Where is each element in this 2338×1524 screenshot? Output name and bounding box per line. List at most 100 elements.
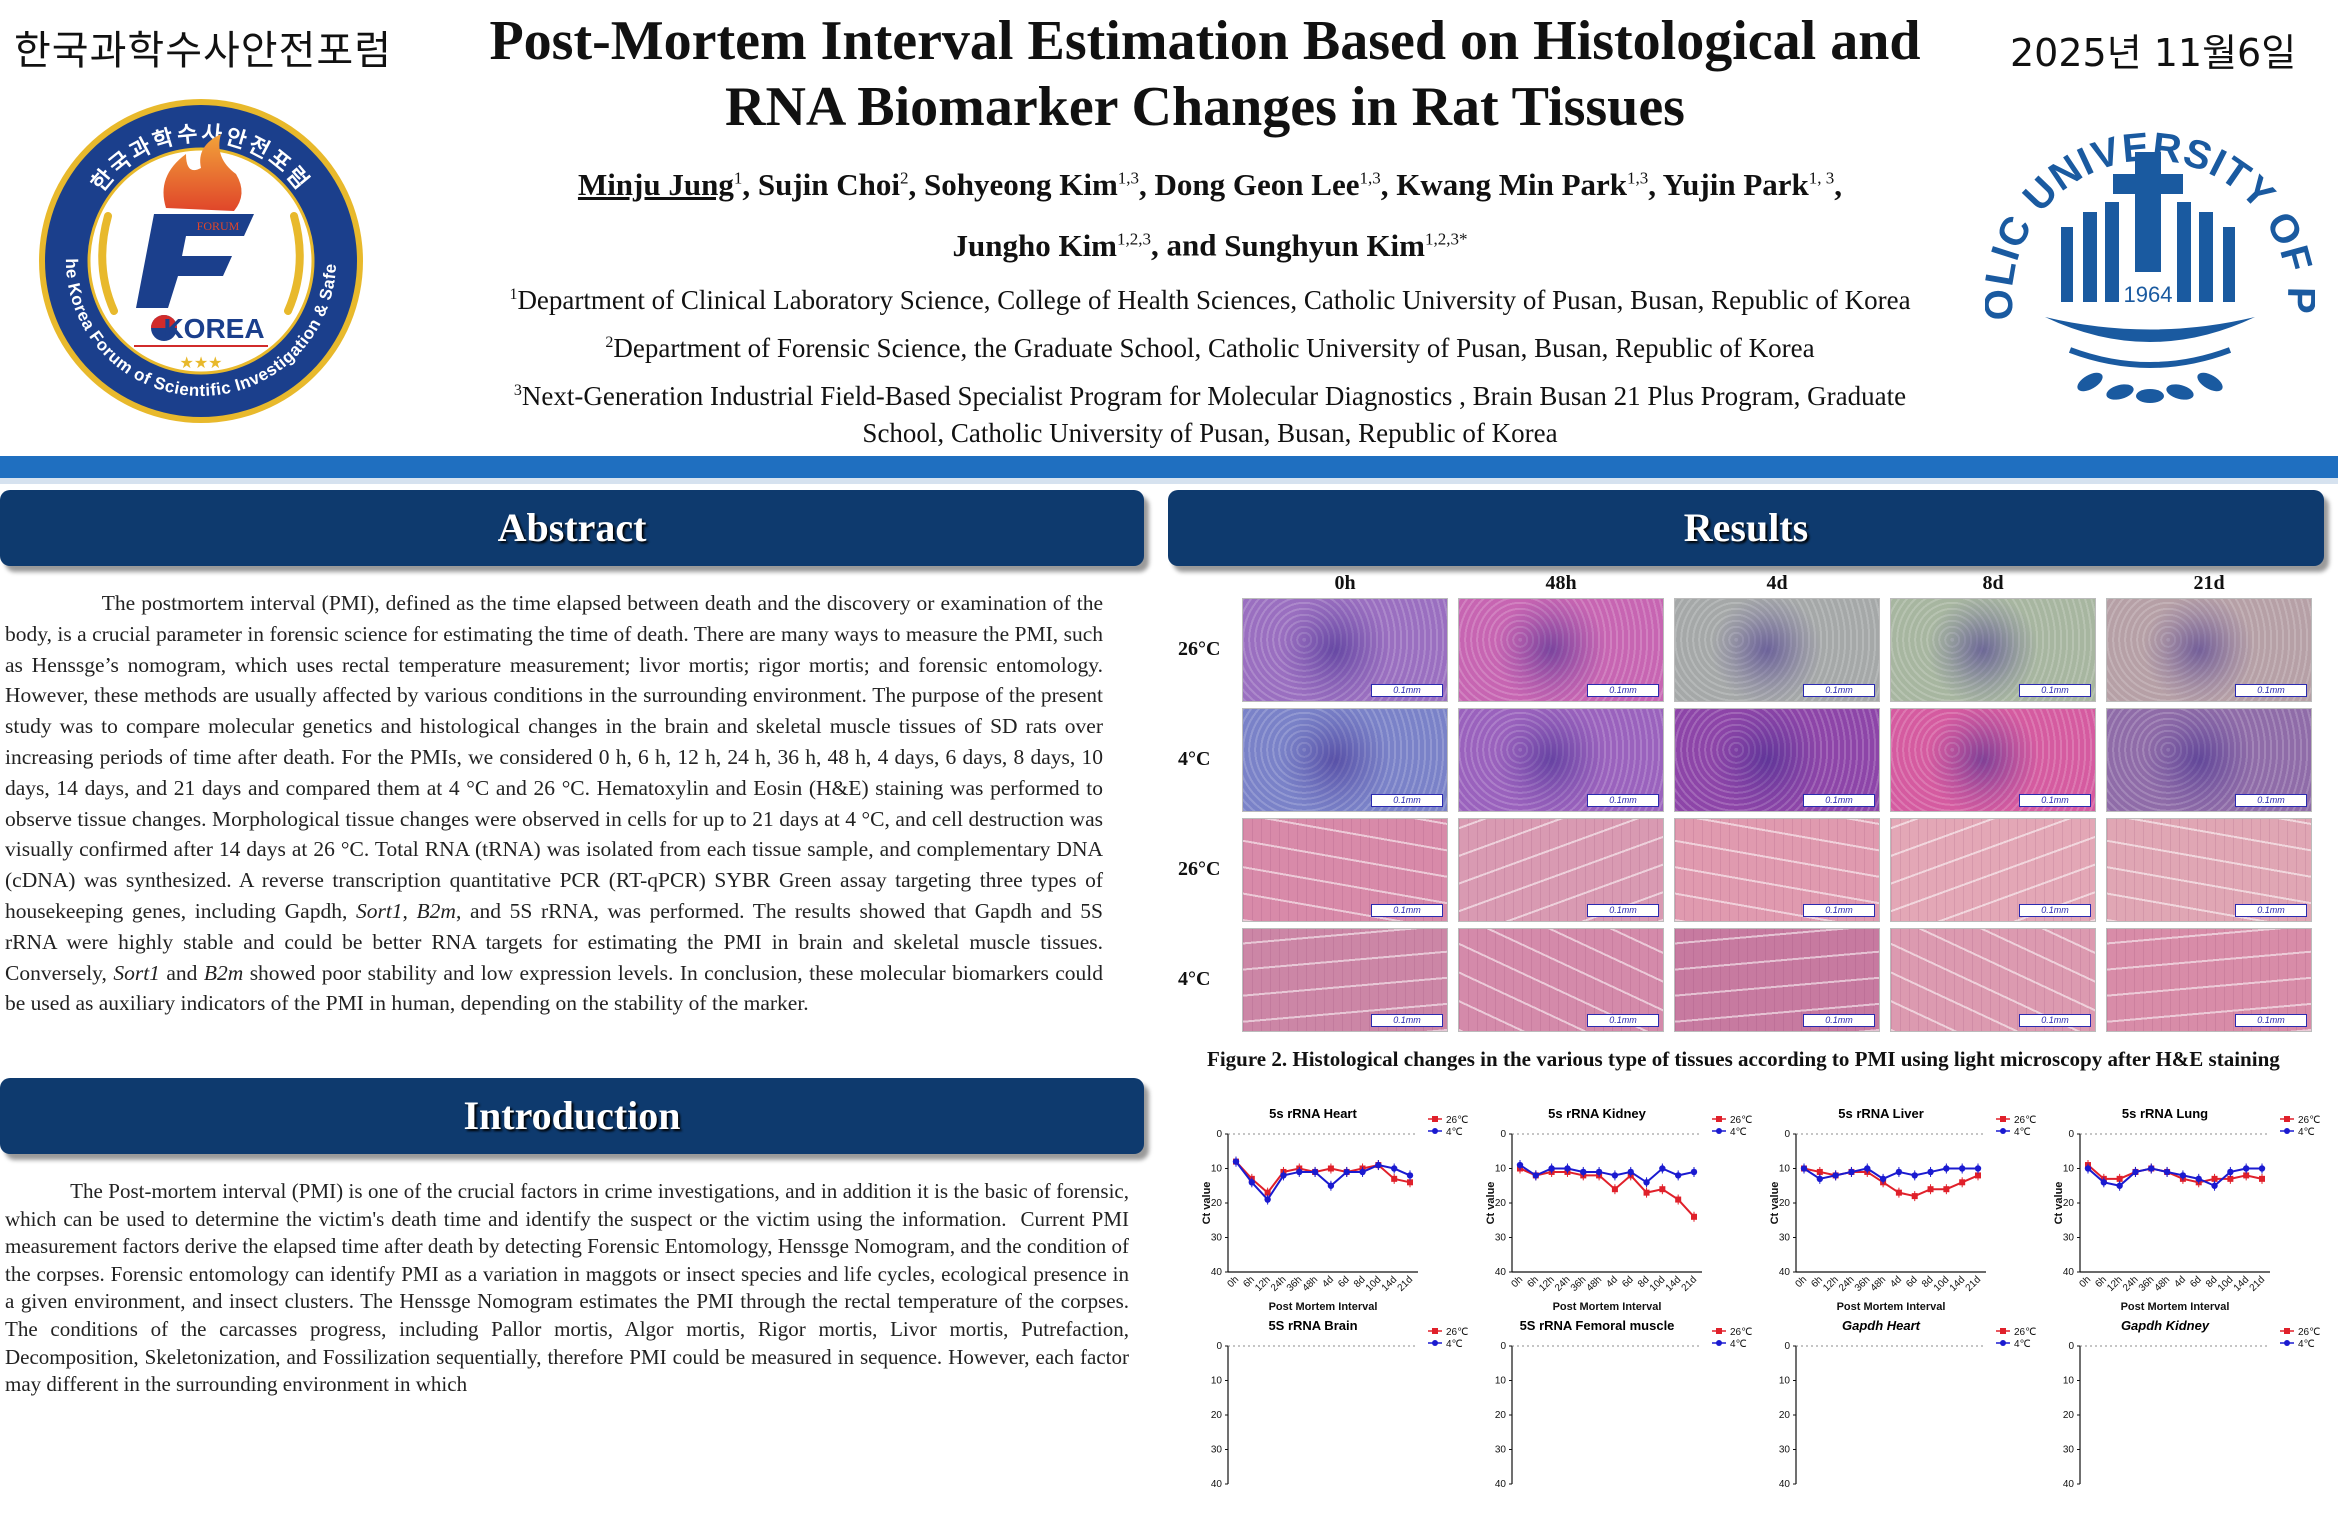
data-point <box>2227 1168 2234 1176</box>
chart-6: 5S rRNA Femoral muscle 0 10 20 30 40 26℃4℃ <box>1495 1318 1752 1490</box>
university-logo: CATHOLIC UNIVERSITY OF PUSAN 1964 <box>1970 57 2322 432</box>
histology-micrograph: 0.1mm <box>1890 598 2096 702</box>
y-tick-label: 30 <box>1495 1445 1507 1456</box>
histology-row-label: 4°C <box>1178 968 1211 990</box>
header-divider-band <box>0 456 2338 478</box>
y-tick-label: 10 <box>1495 1164 1507 1175</box>
data-point <box>1407 1179 1413 1186</box>
histology-micrograph: 0.1mm <box>1674 928 1880 1032</box>
data-point <box>2132 1168 2139 1176</box>
y-tick-label: 0 <box>1216 1341 1222 1352</box>
author-name: Sunghyun Kim1,2,3* <box>1224 227 1468 263</box>
legend-label: 4℃ <box>2014 1127 2031 1138</box>
scale-bar: 0.1mm <box>2019 1014 2091 1027</box>
histology-micrograph: 0.1mm <box>2106 928 2312 1032</box>
x-axis-label: Post Mortem Interval <box>1269 1301 1378 1312</box>
scale-bar: 0.1mm <box>1587 1014 1659 1027</box>
data-point <box>1627 1168 1634 1176</box>
x-tick-label: 48h <box>1869 1274 1889 1294</box>
results-heading: Results <box>1168 490 2324 566</box>
y-tick-label: 20 <box>1779 1410 1791 1421</box>
y-tick-label: 20 <box>2063 1410 2075 1421</box>
legend-label: 4℃ <box>2298 1339 2315 1350</box>
data-point <box>1864 1165 1871 1172</box>
data-point <box>1548 1165 1555 1172</box>
abstract-heading: Abstract <box>0 490 1144 566</box>
figure-2-caption: Figure 2. Histological changes in the va… <box>1207 1047 2280 1071</box>
data-point <box>2227 1175 2234 1182</box>
university-emblem: CATHOLIC UNIVERSITY OF PUSAN 1964 <box>1970 57 2322 403</box>
scale-bar: 0.1mm <box>1371 1014 1443 1027</box>
x-tick-label: 48h <box>1585 1274 1605 1294</box>
y-tick-label: 0 <box>2068 1341 2074 1352</box>
y-tick-label: 30 <box>1495 1233 1507 1244</box>
x-tick-label: 6d <box>1904 1274 1920 1290</box>
histology-column-label: 48h <box>1545 572 1577 594</box>
histology-micrograph: 0.1mm <box>1242 928 1448 1032</box>
y-tick-label: 10 <box>1211 1164 1223 1175</box>
histology-micrograph: 0.1mm <box>1674 708 1880 812</box>
y-tick-label: 30 <box>1779 1233 1791 1244</box>
histology-micrograph: 0.1mm <box>1242 708 1448 812</box>
chart-title: Gapdh Kidney <box>2121 1318 2210 1333</box>
histology-column-label: 8d <box>1982 572 2004 594</box>
y-tick-label: 40 <box>2063 1479 2075 1490</box>
y-tick-label: 20 <box>1495 1198 1507 1209</box>
histology-micrograph: 0.1mm <box>1458 598 1664 702</box>
y-axis-label: Ct value <box>1201 1182 1213 1225</box>
data-point <box>1264 1196 1271 1203</box>
data-point <box>2163 1168 2171 1176</box>
data-point <box>1659 1186 1666 1193</box>
legend-label: 26℃ <box>1446 1327 1468 1338</box>
y-tick-label: 30 <box>2063 1233 2075 1244</box>
data-point <box>2211 1175 2218 1182</box>
data-point <box>2258 1165 2266 1172</box>
y-tick-label: 0 <box>1500 1341 1506 1352</box>
forum-logo: 한국과학수사안전포럼 The Korea Forum of Scientific… <box>31 81 366 426</box>
x-tick-label: 48h <box>2153 1274 2173 1294</box>
data-point <box>1390 1165 1398 1172</box>
chart-5: 5S rRNA Brain 0 10 20 30 40 26℃4℃ <box>1211 1318 1468 1490</box>
chart-7: Gapdh Heart 0 10 20 30 40 26℃4℃ <box>1779 1318 2036 1490</box>
x-axis-label: Post Mortem Interval <box>1837 1301 1946 1312</box>
y-tick-label: 10 <box>2063 1376 2075 1387</box>
data-point <box>1958 1165 1966 1172</box>
y-tick-label: 30 <box>1211 1233 1223 1244</box>
y-tick-label: 20 <box>1495 1410 1507 1421</box>
data-point <box>1595 1168 1603 1176</box>
y-tick-label: 0 <box>2068 1129 2074 1140</box>
y-tick-label: 30 <box>2063 1445 2075 1456</box>
y-tick-label: 10 <box>1779 1376 1791 1387</box>
x-tick-label: 48h <box>1301 1274 1321 1294</box>
data-point <box>1911 1193 1918 1200</box>
y-tick-label: 40 <box>1779 1267 1791 1278</box>
data-point <box>2148 1165 2155 1172</box>
data-point <box>1516 1161 1524 1169</box>
data-point <box>1895 1189 1902 1196</box>
x-tick-label: 0h <box>1509 1274 1525 1290</box>
series-line <box>1519 1167 1695 1218</box>
histology-micrograph: 0.1mm <box>1890 708 2096 812</box>
data-point <box>1832 1172 1839 1179</box>
data-point <box>2116 1182 2123 1189</box>
legend-label: 4℃ <box>1730 1339 1747 1350</box>
data-point <box>1816 1175 1824 1183</box>
scale-bar: 0.1mm <box>1803 794 1875 807</box>
author-name: Sohyeong Kim1,3 <box>924 167 1140 203</box>
data-point <box>1674 1172 1682 1179</box>
data-point <box>1532 1172 1540 1179</box>
author-name: Minju Jung1 <box>577 167 743 203</box>
y-tick-label: 0 <box>1784 1129 1790 1140</box>
data-point <box>1659 1165 1666 1172</box>
poster-header: 한국과학수사안전포럼 2025년 11월6일 한국과학수사안전포럼 The Ko… <box>0 0 2338 452</box>
legend-label: 26℃ <box>2014 1327 2036 1338</box>
data-point <box>1927 1168 1934 1176</box>
data-point <box>1359 1168 1366 1176</box>
data-point <box>1959 1179 1966 1186</box>
scale-bar: 0.1mm <box>2235 794 2307 807</box>
data-point <box>2242 1165 2250 1172</box>
data-point <box>1232 1158 1240 1165</box>
x-tick-label: 21d <box>1680 1274 1700 1294</box>
y-tick-label: 40 <box>1779 1479 1791 1490</box>
